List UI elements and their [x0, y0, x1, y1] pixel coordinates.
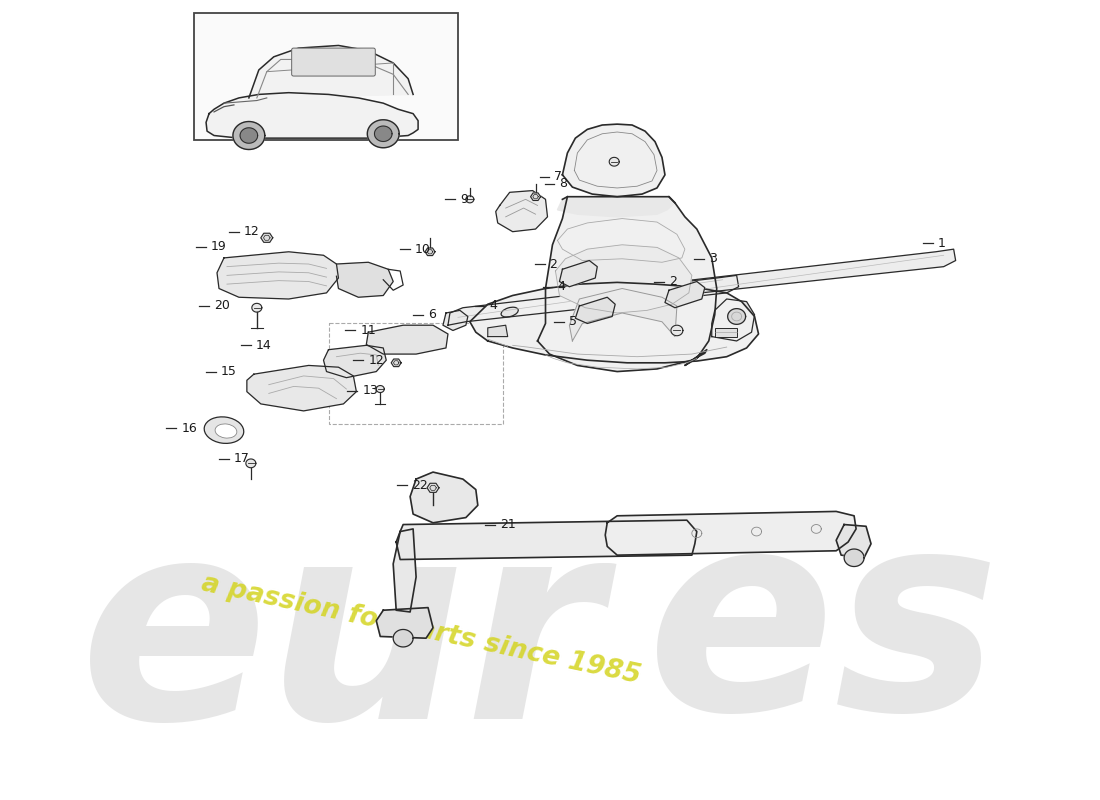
Text: 20: 20: [214, 299, 230, 313]
Polygon shape: [470, 282, 759, 363]
Text: 14: 14: [256, 339, 272, 352]
Polygon shape: [337, 262, 393, 298]
Ellipse shape: [216, 424, 236, 438]
Polygon shape: [376, 608, 433, 638]
Polygon shape: [246, 459, 256, 468]
Polygon shape: [246, 366, 356, 411]
Polygon shape: [575, 298, 615, 323]
Polygon shape: [249, 46, 414, 98]
Text: 11: 11: [361, 324, 376, 337]
Polygon shape: [323, 346, 386, 378]
Text: 12: 12: [244, 225, 260, 238]
Polygon shape: [466, 196, 474, 203]
Text: 10: 10: [415, 242, 431, 256]
Polygon shape: [712, 299, 755, 341]
Polygon shape: [496, 190, 548, 232]
Text: es: es: [647, 498, 1001, 768]
Text: 8: 8: [560, 177, 568, 190]
Polygon shape: [376, 386, 384, 393]
Polygon shape: [233, 122, 265, 150]
Ellipse shape: [205, 417, 244, 443]
Polygon shape: [393, 630, 414, 647]
Polygon shape: [392, 359, 402, 366]
Polygon shape: [217, 252, 339, 299]
Polygon shape: [836, 525, 871, 558]
Polygon shape: [556, 245, 692, 313]
Polygon shape: [367, 120, 399, 148]
Text: 1: 1: [937, 237, 946, 250]
Text: a passion for parts since 1985: a passion for parts since 1985: [199, 570, 644, 689]
Polygon shape: [410, 472, 477, 523]
Text: 22: 22: [412, 478, 428, 492]
Text: 2: 2: [669, 275, 676, 288]
Polygon shape: [252, 303, 262, 312]
Ellipse shape: [502, 307, 518, 317]
Text: 13: 13: [362, 384, 378, 398]
Text: 3: 3: [708, 252, 716, 266]
Text: 2: 2: [550, 258, 558, 270]
Polygon shape: [396, 520, 696, 559]
Polygon shape: [728, 309, 746, 324]
FancyBboxPatch shape: [292, 48, 375, 76]
Text: 6: 6: [428, 308, 436, 322]
Text: 7: 7: [554, 170, 562, 183]
Ellipse shape: [569, 288, 586, 298]
Polygon shape: [570, 289, 676, 341]
Text: 15: 15: [221, 365, 236, 378]
Text: 4: 4: [558, 280, 565, 294]
Text: 21: 21: [499, 518, 516, 531]
Polygon shape: [427, 483, 439, 492]
Text: 16: 16: [182, 422, 197, 435]
Polygon shape: [443, 310, 468, 330]
Polygon shape: [562, 124, 666, 197]
Polygon shape: [366, 326, 448, 354]
Polygon shape: [671, 326, 683, 336]
Text: 19: 19: [211, 240, 227, 253]
Polygon shape: [844, 549, 865, 566]
Polygon shape: [558, 197, 675, 217]
Polygon shape: [374, 126, 392, 142]
Text: 5: 5: [570, 315, 578, 328]
Polygon shape: [560, 261, 597, 286]
Polygon shape: [605, 511, 856, 555]
Text: 17: 17: [234, 453, 250, 466]
Polygon shape: [393, 529, 416, 612]
Polygon shape: [487, 326, 508, 337]
Bar: [194, 13, 458, 140]
Polygon shape: [206, 93, 418, 138]
Polygon shape: [666, 282, 705, 308]
Polygon shape: [240, 128, 257, 143]
Polygon shape: [609, 158, 619, 166]
Polygon shape: [448, 275, 738, 326]
Polygon shape: [538, 197, 717, 371]
Polygon shape: [425, 248, 435, 255]
Text: 12: 12: [368, 354, 384, 366]
Bar: [329, 323, 503, 424]
Text: 9: 9: [460, 193, 467, 206]
Polygon shape: [530, 193, 540, 201]
Bar: [715, 328, 737, 337]
Text: eur: eur: [79, 507, 603, 777]
Text: 4: 4: [490, 299, 497, 313]
Polygon shape: [261, 234, 273, 242]
Polygon shape: [662, 249, 956, 299]
